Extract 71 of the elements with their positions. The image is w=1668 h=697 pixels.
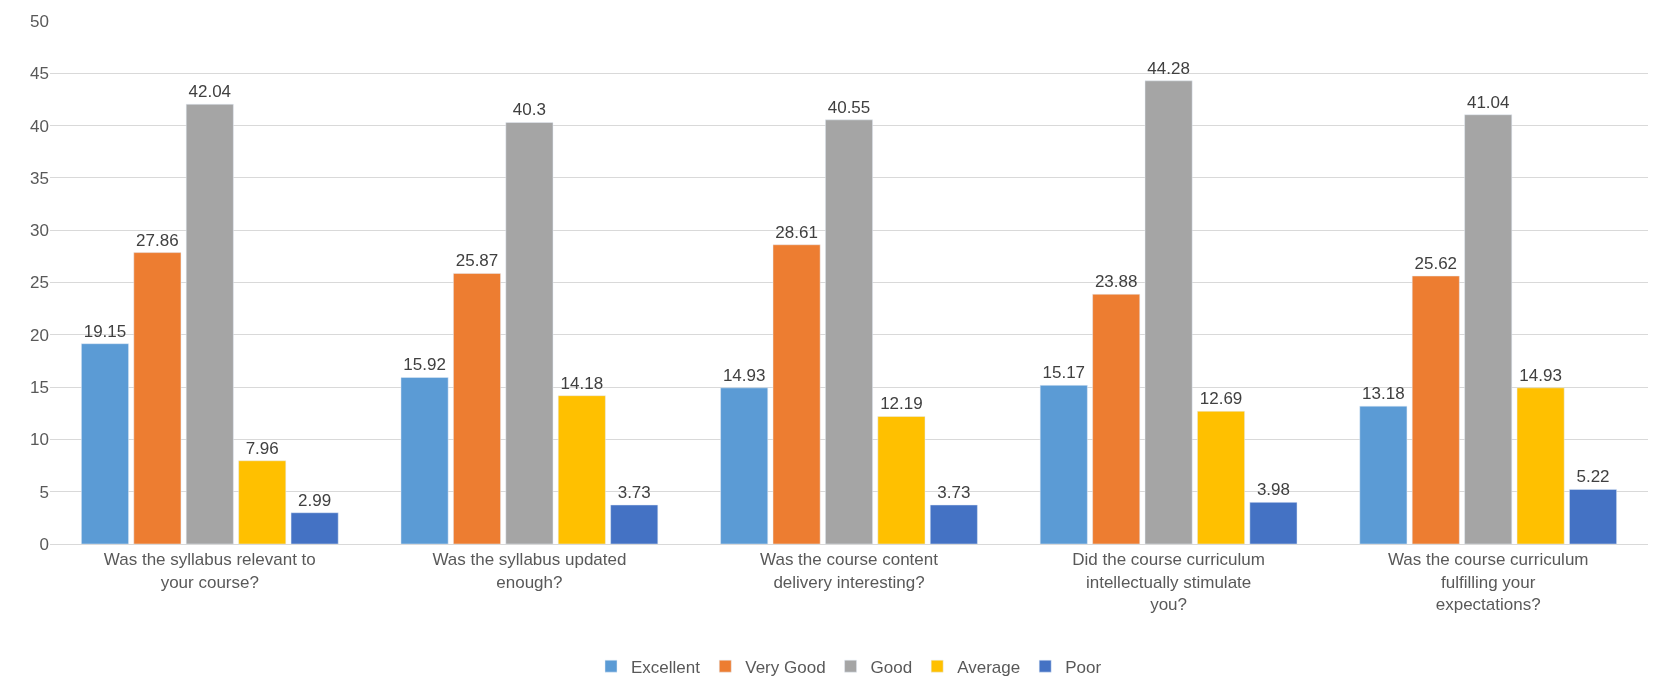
data-label: 42.04 (188, 82, 232, 102)
data-label: 41.04 (1466, 92, 1510, 112)
y-tick-label: 35 (30, 168, 49, 188)
data-label: 3.73 (937, 482, 971, 502)
bar (610, 504, 659, 544)
bar (1249, 502, 1298, 544)
data-label: 13.18 (1362, 384, 1405, 404)
bar (1359, 405, 1408, 544)
bar (505, 122, 554, 544)
legend-label: Poor (1065, 657, 1102, 677)
bar (1411, 275, 1460, 544)
data-label: 3.73 (617, 482, 651, 502)
x-tick-label: Did the course curriculum intellectually stimulate you? (1072, 550, 1265, 614)
bar (772, 244, 821, 544)
data-label: 44.28 (1147, 58, 1190, 78)
y-tick-label: 45 (30, 64, 49, 84)
data-label: 19.15 (83, 321, 127, 341)
y-tick-label: 10 (30, 430, 49, 450)
data-label: 14.93 (1519, 365, 1562, 385)
legend-label: Average (957, 657, 1021, 677)
x-tick-label: Was the course curriculum fulfilling your expectations? (1387, 550, 1589, 614)
data-label: 23.88 (1094, 272, 1138, 292)
bar (453, 273, 501, 544)
bar (133, 252, 182, 544)
bar (1569, 489, 1617, 544)
bar (185, 104, 234, 544)
bar (238, 460, 287, 544)
bar (1197, 411, 1245, 544)
y-tick-label: 40 (30, 116, 49, 136)
data-label: 25.87 (455, 251, 499, 271)
data-label: 5.22 (1576, 467, 1610, 487)
bar (400, 377, 449, 544)
bar (1464, 114, 1513, 544)
data-label: 40.55 (827, 97, 871, 117)
y-tick-label: 30 (30, 221, 49, 241)
bar (1092, 293, 1141, 544)
data-label: 40.3 (512, 100, 546, 120)
bar (929, 504, 978, 544)
y-tick-label: 20 (30, 325, 49, 345)
y-tick-label: 0 (39, 534, 49, 554)
data-label: 12.69 (1199, 389, 1243, 409)
x-tick-label: Was the syllabus updated enough? (432, 550, 627, 592)
bar (557, 395, 606, 544)
bar (1039, 385, 1088, 544)
bar (1516, 387, 1565, 544)
data-label: 15.17 (1042, 363, 1086, 383)
data-label: 28.61 (775, 222, 818, 242)
bar (1144, 80, 1193, 544)
bar (81, 343, 129, 544)
data-label: 3.98 (1256, 480, 1290, 500)
data-label: 15.92 (403, 355, 446, 375)
bar (290, 512, 339, 544)
y-tick-label: 15 (30, 378, 49, 398)
data-label: 14.93 (722, 365, 766, 385)
bar (877, 416, 926, 544)
data-label: 12.19 (880, 394, 923, 414)
x-tick-label: Was the course content delivery interesting? (760, 550, 939, 592)
data-label: 14.18 (560, 373, 604, 393)
y-tick-label: 25 (30, 273, 49, 293)
data-label: 2.99 (298, 490, 332, 510)
data-label: 7.96 (245, 438, 279, 458)
y-tick-label: 50 (30, 11, 49, 31)
data-label: 27.86 (136, 230, 179, 250)
bar (720, 387, 769, 544)
legend-label: Very Good (745, 657, 826, 677)
legend-label: Excellent (631, 657, 701, 677)
legend-label: Good (870, 657, 913, 677)
y-tick-label: 5 (39, 482, 49, 502)
bar (825, 119, 873, 544)
x-tick-label: Was the syllabus relevant to your course? (103, 550, 316, 592)
data-label: 25.62 (1414, 254, 1458, 274)
